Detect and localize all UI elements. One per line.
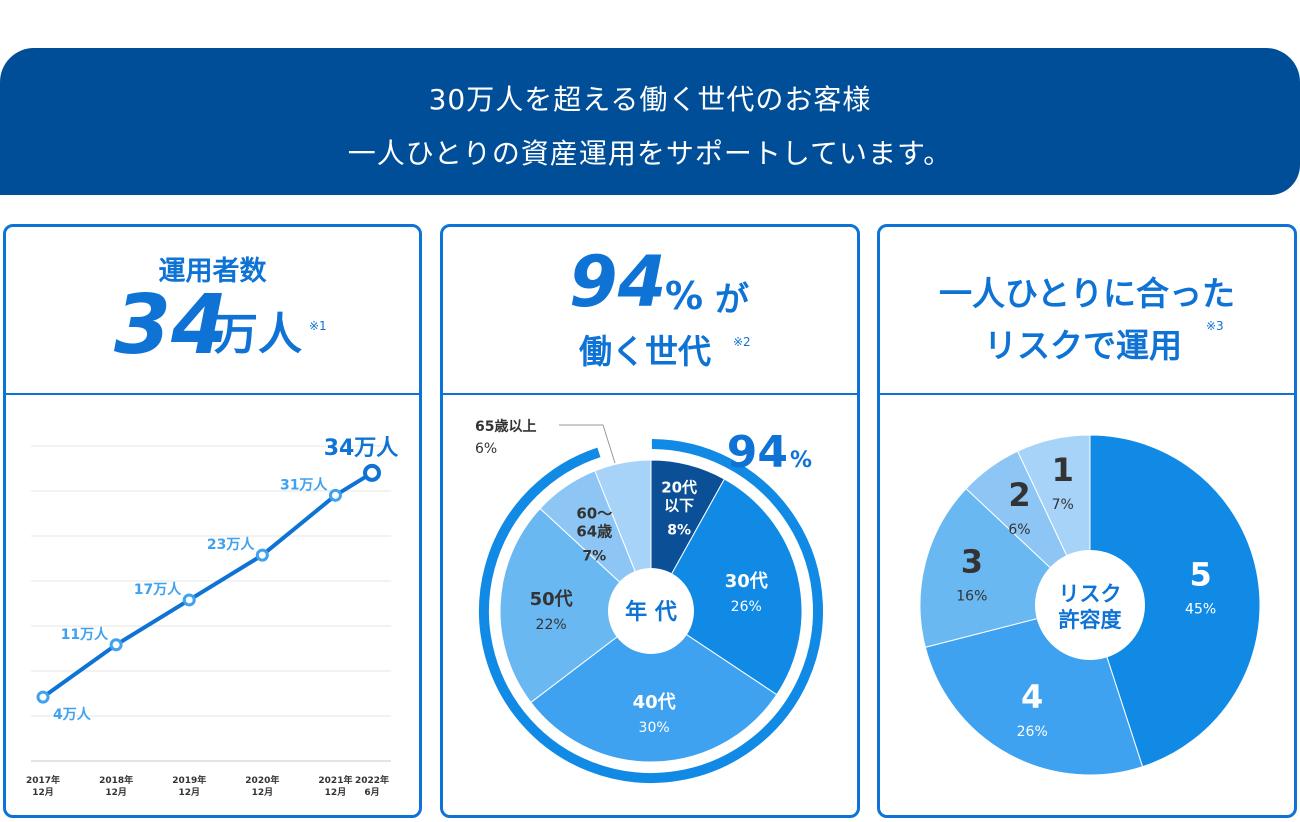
- data-point: [36, 690, 50, 704]
- big-number-94: 94: [569, 241, 667, 323]
- pie-center-hole: [608, 568, 694, 654]
- data-label: 23万人: [207, 536, 255, 553]
- pie-slice: [530, 610, 778, 763]
- slice-percent: 26%: [1017, 724, 1048, 740]
- data-point: [328, 488, 342, 502]
- headline-line-1: 30万人を超える働く世代のお客様: [428, 83, 872, 116]
- panel-title-risk-line-1: 一人ひとりに合った: [938, 274, 1235, 313]
- slice-percent: 22%: [536, 617, 567, 633]
- slice-label: 60～: [576, 505, 612, 523]
- panel-divider: [880, 393, 1294, 395]
- panel-title-user-count: 運用者数: [158, 256, 267, 287]
- panel-title-risk-line-2: リスクで運用: [984, 326, 1182, 365]
- data-label: 34万人: [324, 436, 399, 461]
- footnote-marker-3: ※3: [1206, 319, 1224, 333]
- data-point: [109, 638, 123, 652]
- outside-slice-label: 65歳以上: [475, 418, 536, 435]
- pie-slice: [650, 478, 803, 696]
- slice-label: 50代: [530, 589, 573, 610]
- slice-label: 20代: [661, 479, 697, 497]
- slice-percent: 16%: [956, 589, 987, 605]
- data-point: [182, 593, 196, 607]
- line-chart: 2017年 12月 2018年 12月 2019年 12月 2020年 12月 2021年 12月…: [26, 436, 399, 798]
- data-label: 4万人: [53, 706, 92, 723]
- panel-risk-tolerance: 一人ひとりに合った リスクで運用 ※3 リスク 許容度 5 45% 4 26% 3 16% 2 6…: [877, 224, 1297, 818]
- data-label: 11万人: [61, 626, 109, 643]
- slice-label: 30代: [725, 571, 768, 592]
- data-label: 17万人: [134, 581, 182, 598]
- x-tick-label: 2020年 12月: [245, 774, 279, 798]
- slice-label: 40代: [633, 692, 676, 713]
- data-point: [255, 548, 269, 562]
- pie-center-label: 許容度: [1059, 608, 1122, 632]
- x-tick-label: 2018年 12月: [99, 774, 133, 798]
- slice-percent: 45%: [1185, 601, 1216, 617]
- ring-label: 94: [727, 427, 788, 478]
- footnote-marker-1: ※1: [309, 319, 327, 333]
- pie-center-label: 年 代: [625, 599, 677, 625]
- data-label: 31万人: [280, 476, 328, 493]
- x-tick-label: 2021年 12月: [318, 774, 352, 798]
- slice-label: 以下: [664, 497, 694, 515]
- big-number-users: 34: [114, 278, 229, 373]
- slice-percent: 6%: [1008, 522, 1030, 538]
- headline-line-2: 一人ひとりの資産運用をサポートしています。: [347, 137, 953, 170]
- panel-working-generation: 94 % が 働く世代 ※2 年 代 20代 以下 8% 30代 26% 40代 30% 50代…: [440, 224, 860, 818]
- slice-percent: 7%: [582, 549, 606, 565]
- panel-subtitle-working-generation: 働く世代: [579, 332, 711, 371]
- big-number-percent: %: [665, 274, 704, 318]
- slice-label: 2: [1008, 476, 1030, 514]
- slice-label: 64歳: [576, 523, 612, 541]
- slice-label: 1: [1052, 451, 1074, 489]
- pie-center-label: リスク: [1059, 582, 1122, 606]
- big-number-unit: 万人: [214, 309, 302, 360]
- slice-label: 4: [1021, 678, 1043, 716]
- panel-divider: [443, 393, 857, 395]
- data-point: [363, 463, 381, 482]
- series-line: [41, 471, 374, 699]
- panel-user-count: 運用者数 34 万人 ※1 2017年 12月 2018年 12月 2019年 12月 20…: [3, 224, 422, 818]
- ring-label-percent: %: [790, 448, 812, 473]
- outside-slice-percent: 6%: [475, 441, 497, 457]
- slice-label: 5: [1189, 555, 1211, 593]
- x-tick-label: 2017年 12月: [26, 774, 60, 798]
- footnote-marker-2: ※2: [733, 335, 751, 349]
- panel-divider: [6, 393, 419, 395]
- slice-percent: 30%: [639, 720, 670, 736]
- x-tick-label: 2019年 12月: [172, 774, 206, 798]
- highlight-ring: [479, 439, 823, 783]
- slice-percent: 8%: [667, 523, 691, 539]
- headline-banner: 30万人を超える働く世代のお客様 一人ひとりの資産運用をサポートしています。: [0, 48, 1300, 195]
- slice-label: 3: [961, 543, 983, 581]
- x-tick-label: 2022年 6月: [355, 774, 389, 798]
- pie-slice: [499, 507, 652, 704]
- leader-line: [559, 424, 616, 464]
- big-number-suffix: が: [715, 280, 749, 320]
- slice-percent: 7%: [1052, 497, 1074, 513]
- slice-percent: 26%: [731, 599, 762, 615]
- pie-slice: [1089, 434, 1261, 768]
- pie-center-hole: [1035, 550, 1145, 660]
